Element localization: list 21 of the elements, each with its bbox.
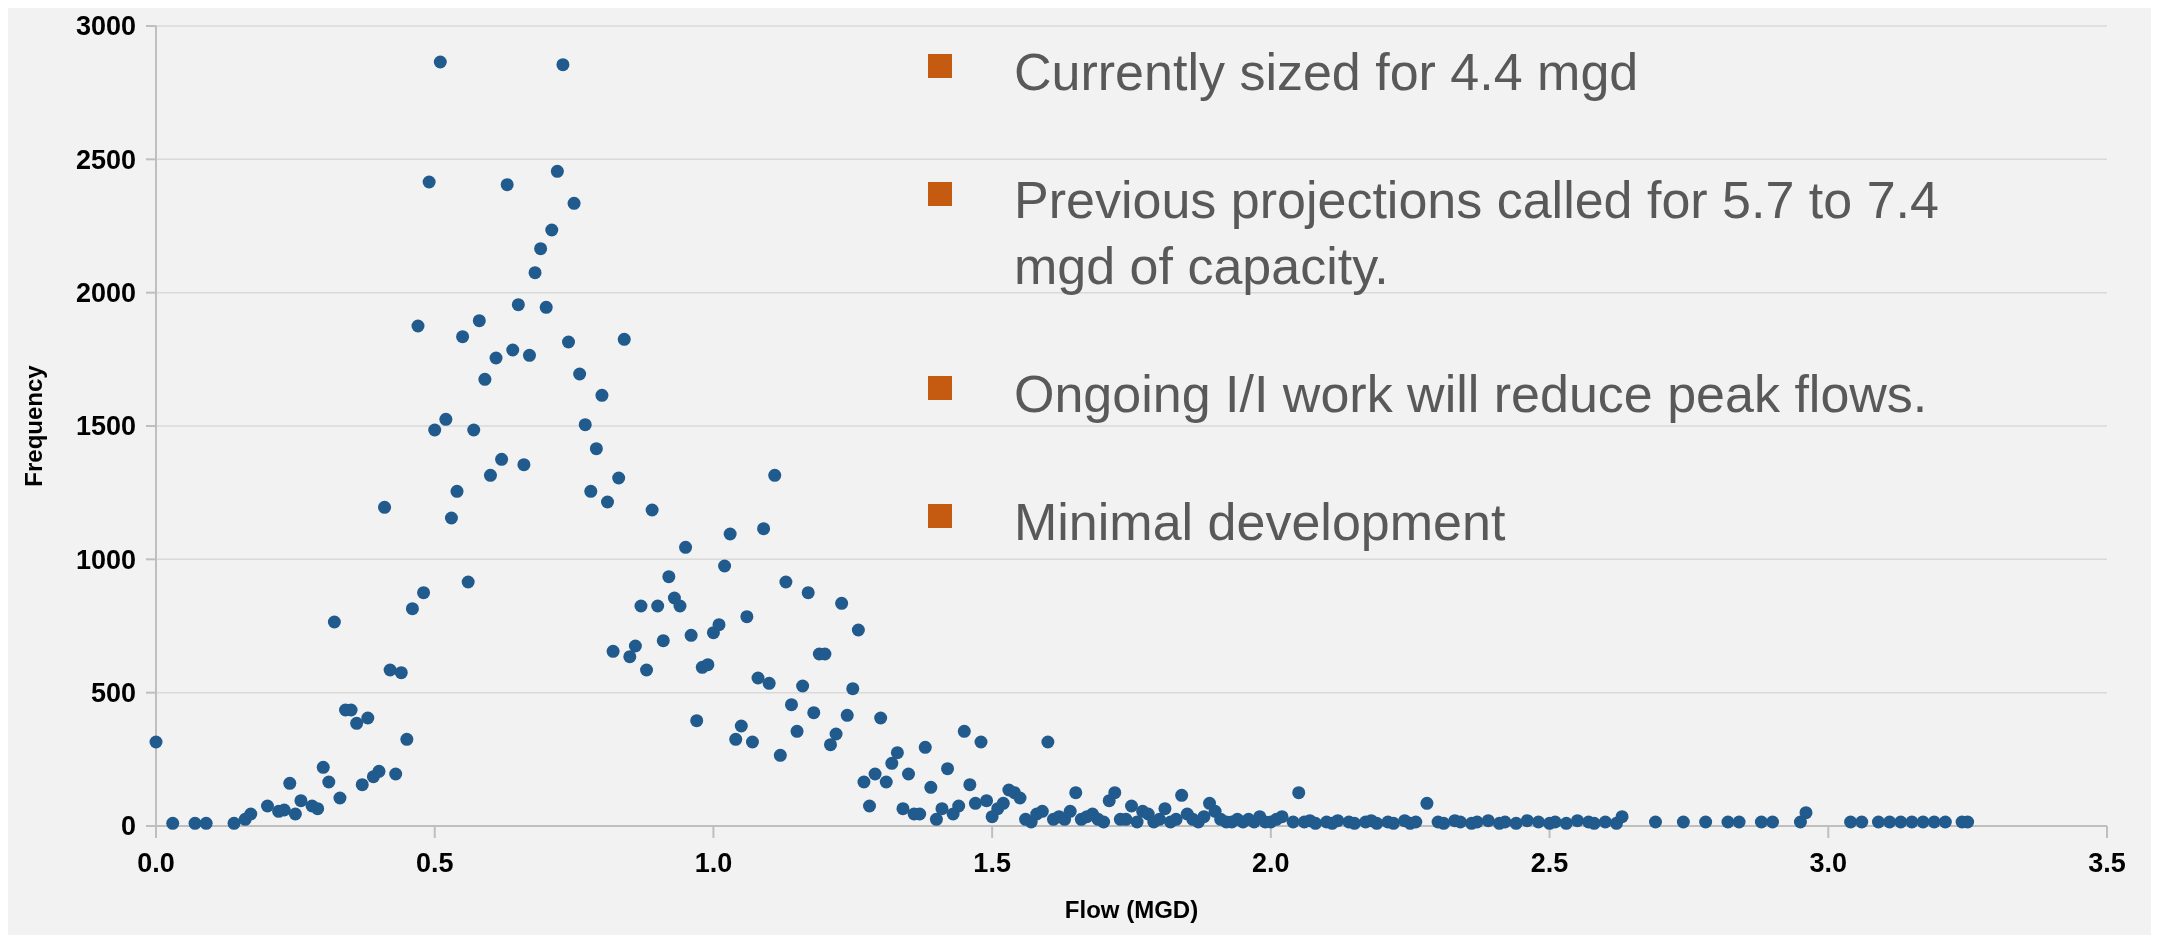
y-tick-label: 1500 bbox=[75, 411, 136, 442]
y-tick-label: 500 bbox=[90, 678, 136, 709]
y-tick-label: 2500 bbox=[75, 144, 136, 175]
x-tick-label: 0.0 bbox=[137, 848, 175, 878]
x-tick-label: 1.0 bbox=[694, 848, 733, 878]
x-tick-label: 3.0 bbox=[1809, 848, 1848, 878]
x-tick-label: 0.5 bbox=[415, 848, 454, 878]
x-axis-title: Flow (MGD) bbox=[1064, 896, 1199, 923]
annotation: Ongoing I/I work will reduce peak flows. bbox=[1014, 365, 1928, 423]
x-tick-label: 1.5 bbox=[973, 848, 1011, 878]
x-tick-label: 2.5 bbox=[1530, 848, 1569, 878]
annotation: Minimal development bbox=[1014, 493, 1506, 551]
y-tick-label: 0 bbox=[120, 811, 136, 842]
y-axis-title: Frequency bbox=[20, 364, 47, 487]
annotation: Currently sized for 4.4 mgd bbox=[1014, 43, 1639, 101]
x-tick-label: 2.0 bbox=[1252, 848, 1290, 878]
y-tick-label: 3000 bbox=[75, 11, 136, 42]
y-tick-label: 1000 bbox=[75, 544, 136, 575]
y-tick-label: 2000 bbox=[75, 278, 136, 309]
annotation: Previous projections called for 5.7 to 7.4 mgd of capacity. bbox=[1014, 171, 1939, 295]
x-tick-label: 3.5 bbox=[2088, 848, 2126, 878]
